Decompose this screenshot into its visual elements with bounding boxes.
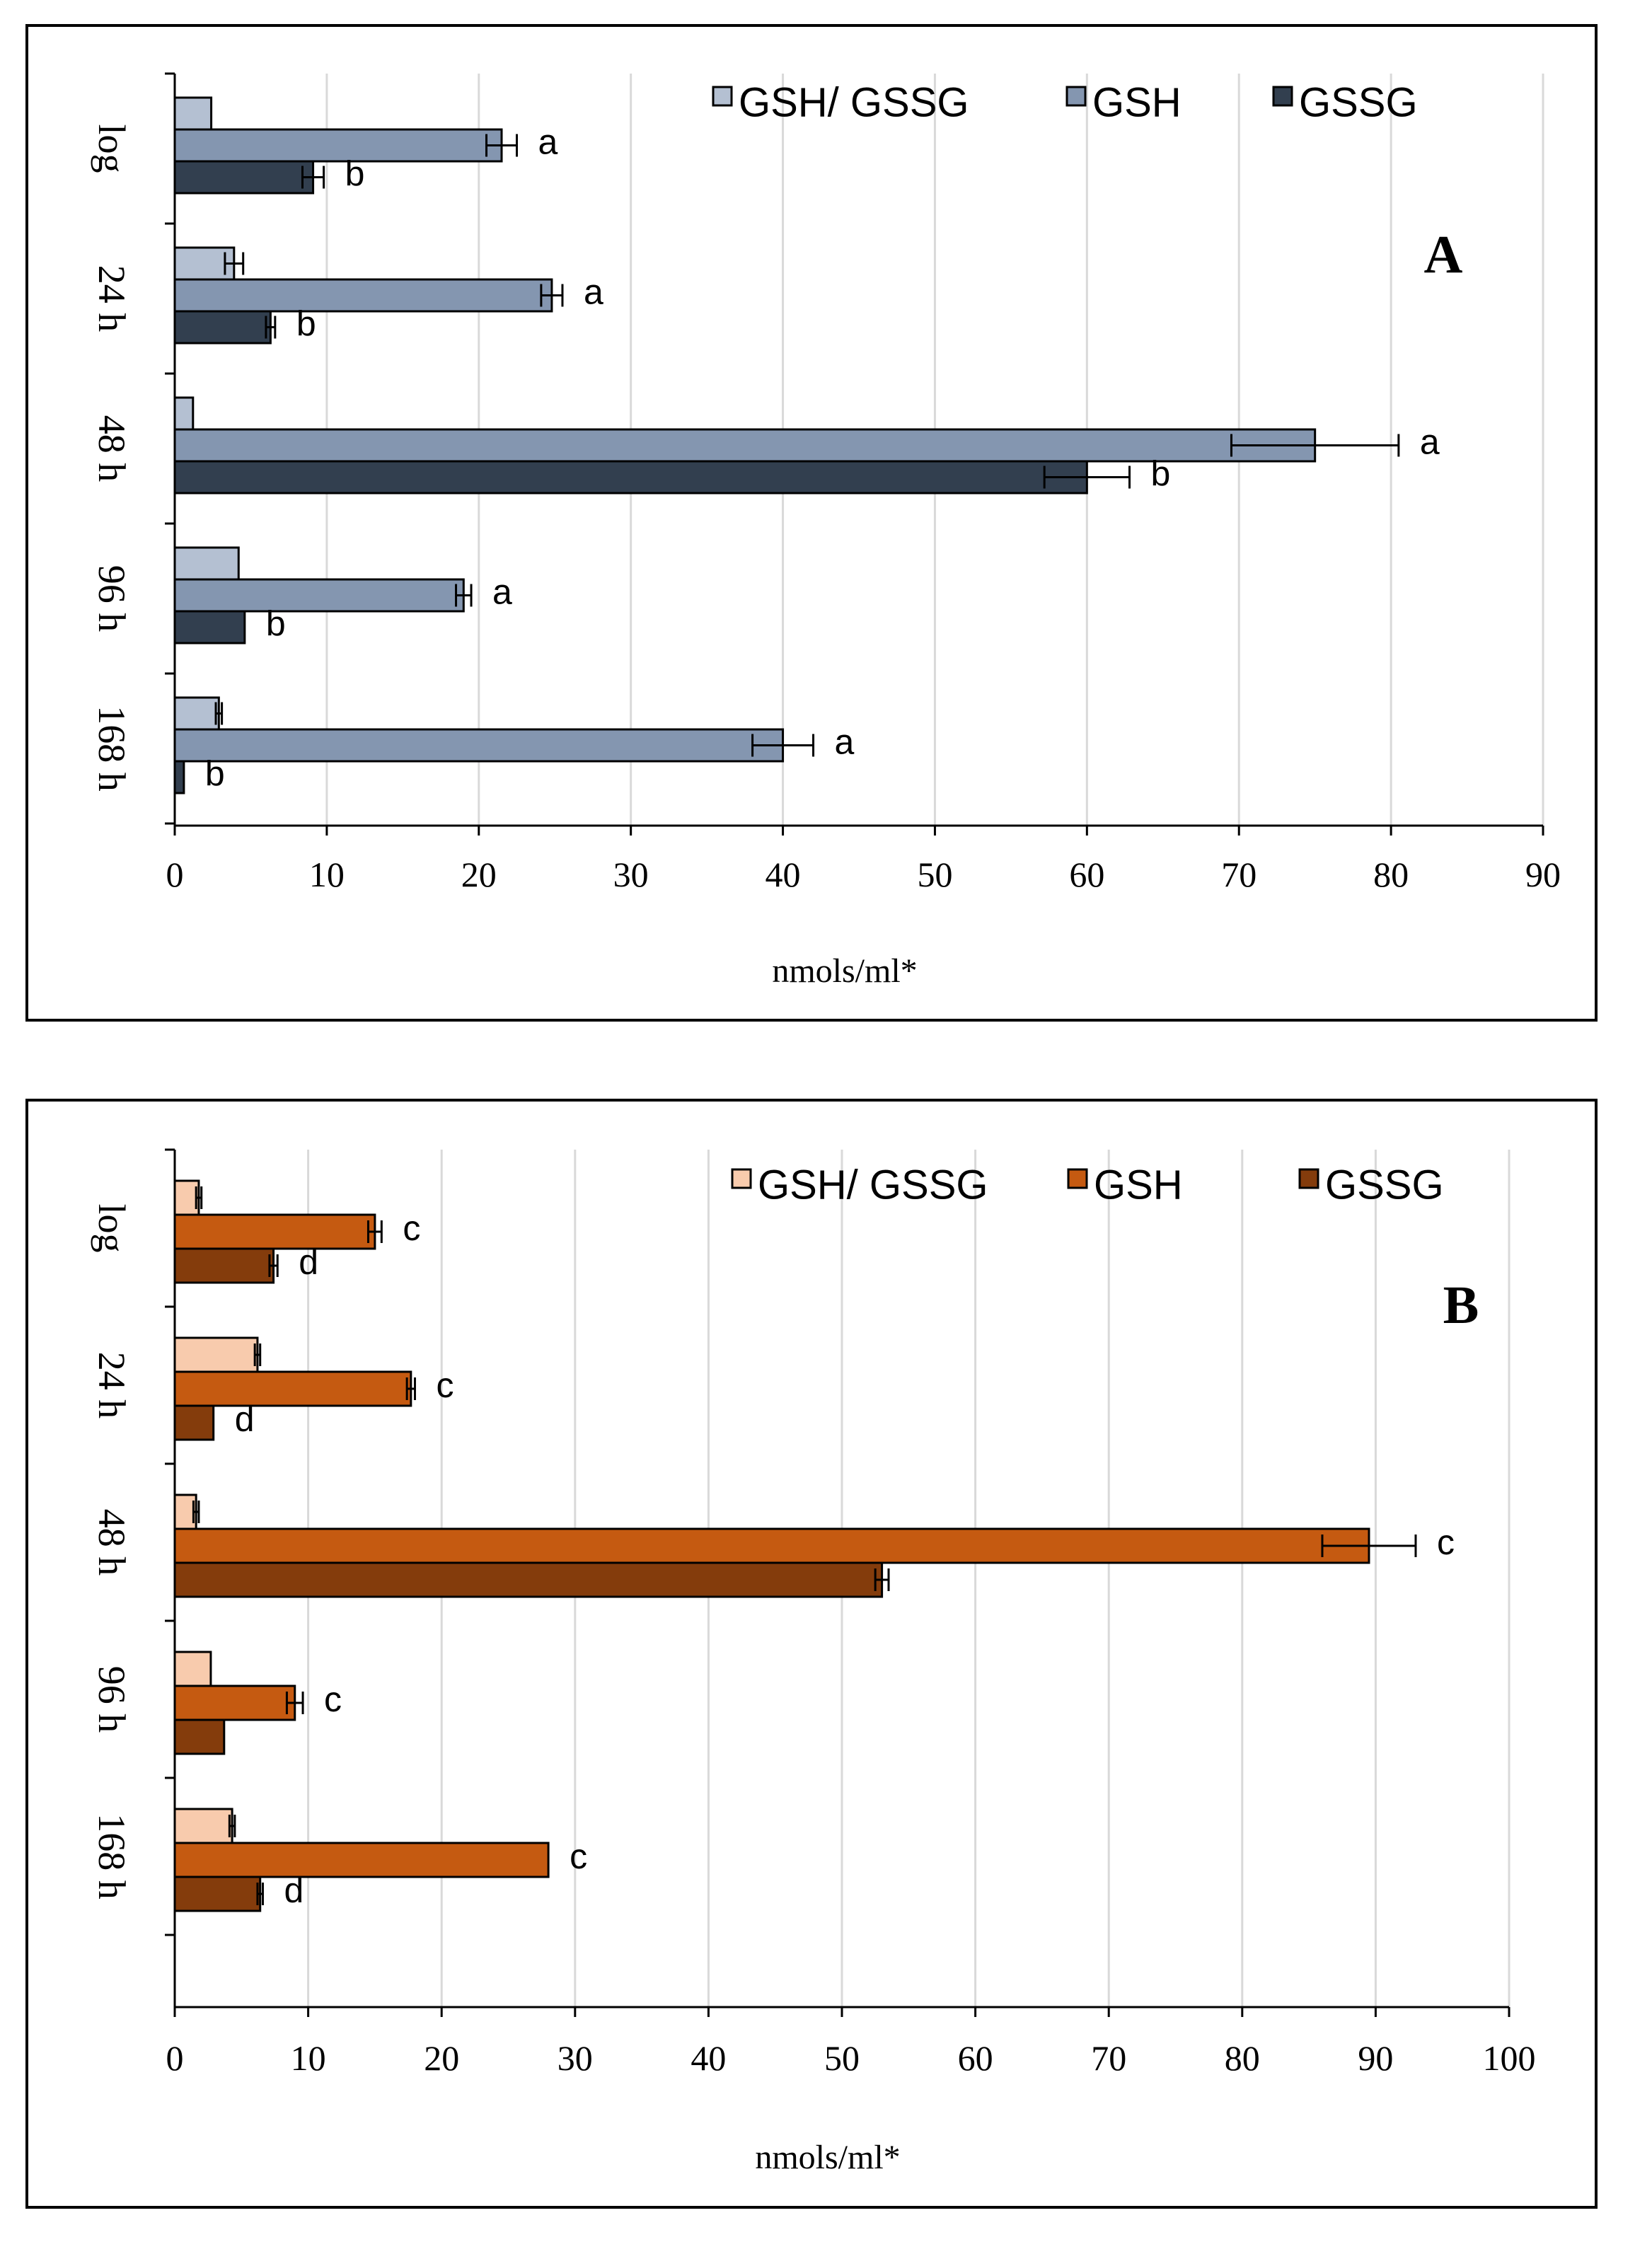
bar-gsh: [173, 428, 1317, 463]
bar-gshgssg: [173, 546, 240, 581]
significance-label: b: [205, 754, 225, 794]
category-label: 48 h: [91, 415, 133, 482]
bar-gssg: [173, 1247, 275, 1284]
bar-gsh: [173, 578, 465, 613]
x-tick-label: 30: [613, 855, 649, 894]
significance-label: d: [235, 1399, 255, 1439]
category-label: 168 h: [91, 1813, 133, 1900]
bar-gshgssg: [173, 1651, 212, 1687]
x-tick-label: 70: [1091, 2038, 1126, 2078]
bar-gsh: [173, 1527, 1370, 1564]
bar-gshgssg: [173, 1336, 259, 1373]
legend-swatch: [1067, 1168, 1088, 1189]
significance-label: a: [584, 272, 603, 312]
bar-gsh: [173, 128, 503, 163]
significance-label: b: [1151, 454, 1171, 494]
bar-gssg: [173, 760, 185, 794]
legend-label: GSH: [1094, 1162, 1183, 1208]
legend-swatch: [1272, 86, 1293, 107]
legend-label: GSH: [1092, 79, 1182, 125]
bar-gssg: [173, 1718, 226, 1755]
category-label: 168 h: [91, 705, 133, 792]
significance-label: c: [570, 1837, 587, 1876]
significance-label: b: [296, 304, 316, 344]
significance-label: d: [284, 1871, 304, 1910]
x-tick-label: 10: [291, 2038, 326, 2078]
category-label: 96 h: [91, 565, 133, 632]
x-tick-label: 50: [824, 2038, 860, 2078]
bar-gssg: [173, 310, 272, 345]
category-label: log: [91, 124, 133, 173]
x-tick-label: 0: [166, 2038, 184, 2078]
bar-gssg: [173, 1404, 215, 1441]
legend-swatch: [712, 86, 733, 107]
x-tick-label: 20: [461, 855, 497, 894]
legend-swatch: [1065, 86, 1087, 107]
bar-gssg: [173, 1876, 262, 1912]
category-label: 96 h: [91, 1666, 133, 1733]
significance-label: a: [492, 572, 512, 612]
bar-gsh: [173, 728, 785, 763]
category-label: 24 h: [91, 265, 133, 333]
legend-swatch: [731, 1168, 752, 1189]
significance-label: a: [1420, 422, 1440, 462]
x-tick-label: 90: [1358, 2038, 1393, 2078]
bar-gshgssg: [173, 396, 195, 431]
bar-gssg: [173, 1561, 884, 1598]
bar-gshgssg: [173, 96, 213, 131]
category-label: log: [91, 1203, 133, 1252]
x-tick-label: 100: [1483, 2038, 1536, 2078]
significance-label: c: [403, 1208, 420, 1248]
bar-gssg: [173, 460, 1088, 495]
panel-label: A: [1424, 225, 1463, 284]
bar-gshgssg: [173, 696, 220, 731]
bar-gsh: [173, 1684, 296, 1721]
panel-label: B: [1443, 1276, 1479, 1335]
x-tick-label: 30: [558, 2038, 593, 2078]
bar-gsh: [173, 1213, 376, 1250]
significance-label: a: [835, 722, 855, 762]
significance-label: d: [299, 1242, 318, 1282]
category-label: 48 h: [91, 1509, 133, 1576]
significance-label: a: [538, 122, 558, 162]
x-tick-label: 60: [1069, 855, 1104, 894]
x-tick-label: 70: [1221, 855, 1257, 894]
significance-label: b: [345, 154, 365, 194]
bar-gsh: [173, 278, 553, 313]
bar-gssg: [173, 160, 315, 195]
significance-label: c: [436, 1365, 454, 1405]
bar-gsh: [173, 1370, 412, 1407]
legend-swatch: [1298, 1168, 1319, 1189]
x-tick-label: 80: [1373, 855, 1409, 894]
category-label: 24 h: [91, 1352, 133, 1419]
bar-gsh: [173, 1842, 550, 1878]
x-tick-label: 10: [309, 855, 345, 894]
bar-gssg: [173, 610, 246, 645]
significance-label: b: [266, 604, 286, 644]
legend-label: GSSG: [1299, 79, 1418, 125]
chart-panel-b: 0 10 20 30 40 50 60 70 80 90 100 log c d 24 h c d 48 h c 96…: [25, 1099, 1598, 2209]
x-tick-label: 40: [766, 855, 801, 894]
chart-panel-a: 0 10 20 30 40 50 60 70 80 90 log a b 24 h a b 48 h a b 96 h…: [25, 24, 1598, 1022]
x-axis-title: nmols/ml*: [755, 2139, 900, 2176]
significance-label: c: [1437, 1522, 1455, 1562]
x-tick-label: 20: [424, 2038, 459, 2078]
x-tick-label: 40: [691, 2038, 726, 2078]
legend-label: GSH/ GSSG: [739, 79, 969, 125]
x-tick-label: 90: [1525, 855, 1561, 894]
significance-label: c: [324, 1680, 342, 1719]
x-tick-label: 50: [917, 855, 952, 894]
panel-frame: [25, 1099, 1598, 2209]
x-tick-label: 0: [166, 855, 184, 894]
x-tick-label: 60: [958, 2038, 993, 2078]
legend-label: GSH/ GSSG: [758, 1162, 988, 1208]
x-tick-label: 80: [1225, 2038, 1260, 2078]
bar-gshgssg: [173, 1808, 233, 1844]
x-axis-title: nmols/ml*: [772, 952, 917, 990]
legend-label: GSSG: [1325, 1162, 1444, 1208]
